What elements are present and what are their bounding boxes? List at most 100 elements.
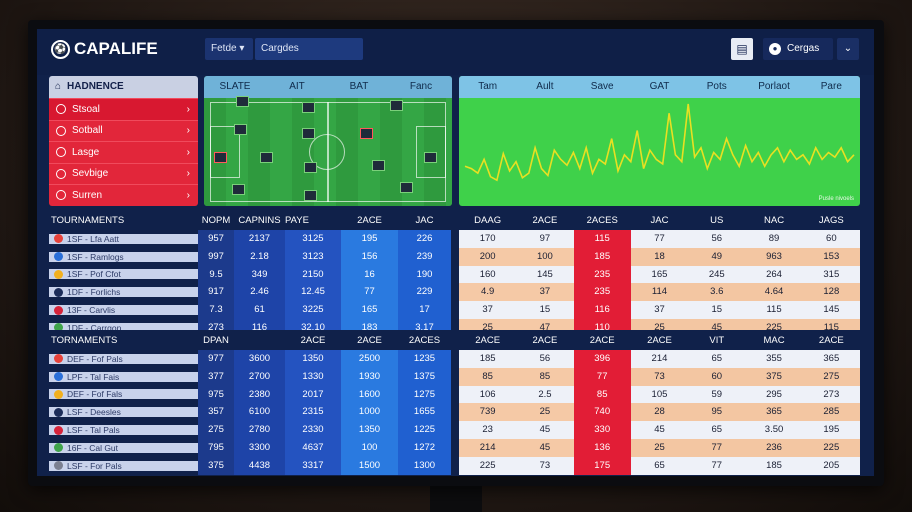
team-name: DEF - Fof Pals	[67, 353, 123, 364]
table-row[interactable]: 160 145 235 165 245 264 315	[459, 265, 860, 284]
column-header[interactable]: JAGS	[818, 214, 844, 226]
player-marker[interactable]	[360, 128, 373, 139]
filter-select[interactable]: Fetde ▾	[205, 38, 253, 60]
table-row[interactable]: 739 25 740 28 95 365 285	[459, 403, 860, 422]
table-row[interactable]: 200 100 185 18 49 963 153	[459, 247, 860, 266]
player-marker[interactable]	[236, 96, 249, 107]
table-row[interactable]: 23 45 330 45 65 3.50 195	[459, 421, 860, 439]
table-cell: 128	[802, 283, 860, 302]
player-marker[interactable]	[390, 100, 403, 111]
table-cell: 2.46	[234, 283, 285, 302]
table-row[interactable]: 13F - Carvlis 7.3 61 3225 165 17	[49, 301, 452, 319]
sidebar-item-sevbige[interactable]: Sevbige ›	[49, 162, 198, 184]
table-row[interactable]: LSF - For Pals 375 4438 3317 1500 1300	[49, 456, 452, 475]
column-header[interactable]: NAC	[764, 214, 785, 226]
column-header[interactable]: DAAG	[474, 214, 502, 226]
line-chart-tab[interactable]: Tam	[478, 81, 498, 92]
player-marker[interactable]	[372, 160, 385, 171]
column-header[interactable]: NOPM	[201, 214, 231, 226]
table-row[interactable]: 85 85 77 73 60 375 275	[459, 367, 860, 386]
dashboard-screen: ⚽ CAPALIFE Fetde ▾ Cargdes ▤ ● Cergas ⌄ ⌂…	[37, 29, 874, 476]
clipboard-icon[interactable]: ▤	[731, 38, 753, 60]
table-cell: 3.50	[745, 421, 803, 439]
pitch-col-header[interactable]: BAT	[349, 81, 369, 92]
app-logo[interactable]: ⚽ CAPALIFE	[51, 39, 158, 59]
player-marker[interactable]	[400, 182, 413, 193]
table-cell: 2780	[234, 421, 285, 439]
table-row[interactable]: LSF - Deesles 357 6100 2315 1000 1655	[49, 403, 452, 422]
column-header[interactable]: JAC	[415, 214, 434, 226]
player-marker[interactable]	[260, 152, 273, 163]
table-row[interactable]: 106 2.5 85 105 59 295 273	[459, 385, 860, 404]
line-chart-tab[interactable]: Pots	[706, 81, 727, 92]
column-header[interactable]: US	[710, 214, 724, 226]
team-badge-icon	[54, 287, 63, 297]
column-header[interactable]: JAC	[650, 214, 669, 226]
account-button[interactable]: ● Cergas	[763, 38, 833, 60]
pitch-col-header[interactable]: AIT	[289, 81, 305, 92]
line-chart-tab[interactable]: GAT	[649, 81, 670, 92]
table-row[interactable]: 4.9 37 235 114 3.6 4.64 128	[459, 283, 860, 302]
column-header[interactable]: PAYE	[285, 214, 309, 226]
pitch-center-circle	[309, 134, 345, 170]
column-header[interactable]: 2ACE	[475, 334, 501, 346]
line-chart-tab[interactable]: Pare	[820, 81, 842, 92]
sidebar-item-label: Sevbige	[72, 168, 109, 180]
table-row[interactable]: 214 45 136 25 77 236 225	[459, 438, 860, 457]
line-chart-tab[interactable]: Ault	[536, 81, 554, 92]
column-header[interactable]: VIT	[709, 334, 725, 346]
player-marker[interactable]	[304, 162, 317, 173]
column-header[interactable]: 2ACE	[357, 334, 382, 346]
column-header[interactable]: 2ACE	[300, 334, 326, 346]
table-cell: 4.64	[745, 283, 803, 302]
line-chart-tab[interactable]: Save	[590, 81, 614, 92]
player-marker[interactable]	[232, 184, 245, 195]
table-row[interactable]: 170 97 115 77 56 89 60	[459, 230, 860, 248]
table-cell: 85	[459, 367, 517, 386]
table-row[interactable]: DEF - Fof Pals 977 3600 1350 2500 1235	[49, 350, 452, 368]
table-row[interactable]: 225 73 175 65 77 185 205	[459, 456, 860, 475]
table-cell: 2700	[234, 367, 285, 386]
chevron-down-icon[interactable]: ⌄	[837, 38, 859, 60]
table-row[interactable]: LPF - Tal Fais 377 2700 1330 1930 1375	[49, 367, 452, 386]
player-marker[interactable]	[302, 102, 315, 113]
column-header[interactable]: 2ACE	[532, 334, 558, 346]
table-row[interactable]: 16F - Cal Gut 795 3300 4637 100 1272	[49, 438, 452, 457]
table-row[interactable]: LSF - Tal Pals 275 2780 2330 1350 1225	[49, 421, 452, 439]
table-row[interactable]: 37 15 116 37 15 115 145	[459, 301, 860, 319]
table-row[interactable]: 185 56 396 214 65 355 365	[459, 350, 860, 368]
column-header[interactable]: 2ACE	[589, 334, 615, 346]
column-header[interactable]: 2ACE	[647, 334, 672, 346]
player-marker[interactable]	[424, 152, 437, 163]
table-cell: 236	[745, 438, 803, 457]
player-marker[interactable]	[302, 128, 315, 139]
table-row[interactable]: DEF - Fof Fals 975 2380 2017 1600 1275	[49, 385, 452, 404]
table-cell: 349	[234, 265, 285, 284]
table-row[interactable]: 1DF - Forlichs 917 2.46 12.45 77 229	[49, 283, 452, 302]
sidebar-item-sotball[interactable]: Sotball ›	[49, 119, 198, 141]
pitch-col-header[interactable]: SLATE	[219, 81, 251, 92]
column-header[interactable]: 2ACE	[532, 214, 558, 226]
player-marker[interactable]	[234, 124, 247, 135]
line-chart-tab[interactable]: Porlaot	[758, 81, 790, 92]
column-header[interactable]: DPAN	[203, 334, 229, 346]
table-cell: 205	[802, 456, 860, 475]
table-row[interactable]: 1SF - Ramlogs 997 2.18 3123 156 239	[49, 247, 452, 266]
pitch-col-header[interactable]: Fanc	[409, 81, 433, 92]
column-header[interactable]: 2ACE	[818, 334, 844, 346]
player-marker[interactable]	[304, 190, 317, 201]
column-header[interactable]: 2ACES	[586, 214, 618, 226]
category-select[interactable]: Cargdes	[255, 38, 363, 60]
table-row[interactable]: 1SF - Pof Cfot 9.5 349 2150 16 190	[49, 265, 452, 284]
table-row[interactable]: 1SF - Lfa Aatt 957 2137 3125 195 226	[49, 230, 452, 248]
column-header[interactable]: MAC	[763, 334, 785, 346]
column-header[interactable]: 2ACES	[408, 334, 441, 346]
table-cell: 3123	[285, 247, 341, 266]
column-header[interactable]: CAPNINS	[238, 214, 281, 226]
player-marker[interactable]	[214, 152, 227, 163]
table-cell: 3225	[285, 301, 341, 319]
sidebar-item-lasge[interactable]: Lasge ›	[49, 141, 198, 163]
sidebar-item-surren[interactable]: Surren ›	[49, 184, 198, 206]
sidebar-item-stsoal[interactable]: Stsoal ›	[49, 98, 198, 120]
column-header[interactable]: 2ACE	[357, 214, 382, 226]
